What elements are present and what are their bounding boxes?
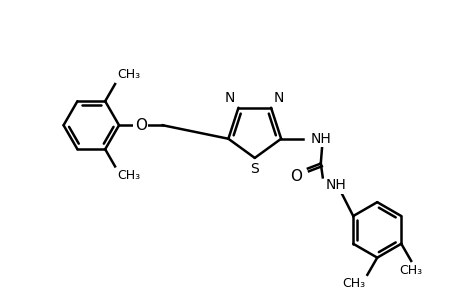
Text: CH₃: CH₃ [399, 264, 422, 277]
Text: S: S [250, 162, 258, 176]
Text: N: N [274, 91, 284, 105]
Text: NH: NH [310, 132, 331, 146]
Text: CH₃: CH₃ [117, 169, 140, 182]
Text: CH₃: CH₃ [341, 277, 364, 290]
Text: NH: NH [325, 178, 346, 192]
Text: N: N [224, 91, 235, 105]
Text: O: O [289, 169, 301, 184]
Text: O: O [134, 118, 146, 133]
Text: CH₃: CH₃ [117, 68, 140, 81]
